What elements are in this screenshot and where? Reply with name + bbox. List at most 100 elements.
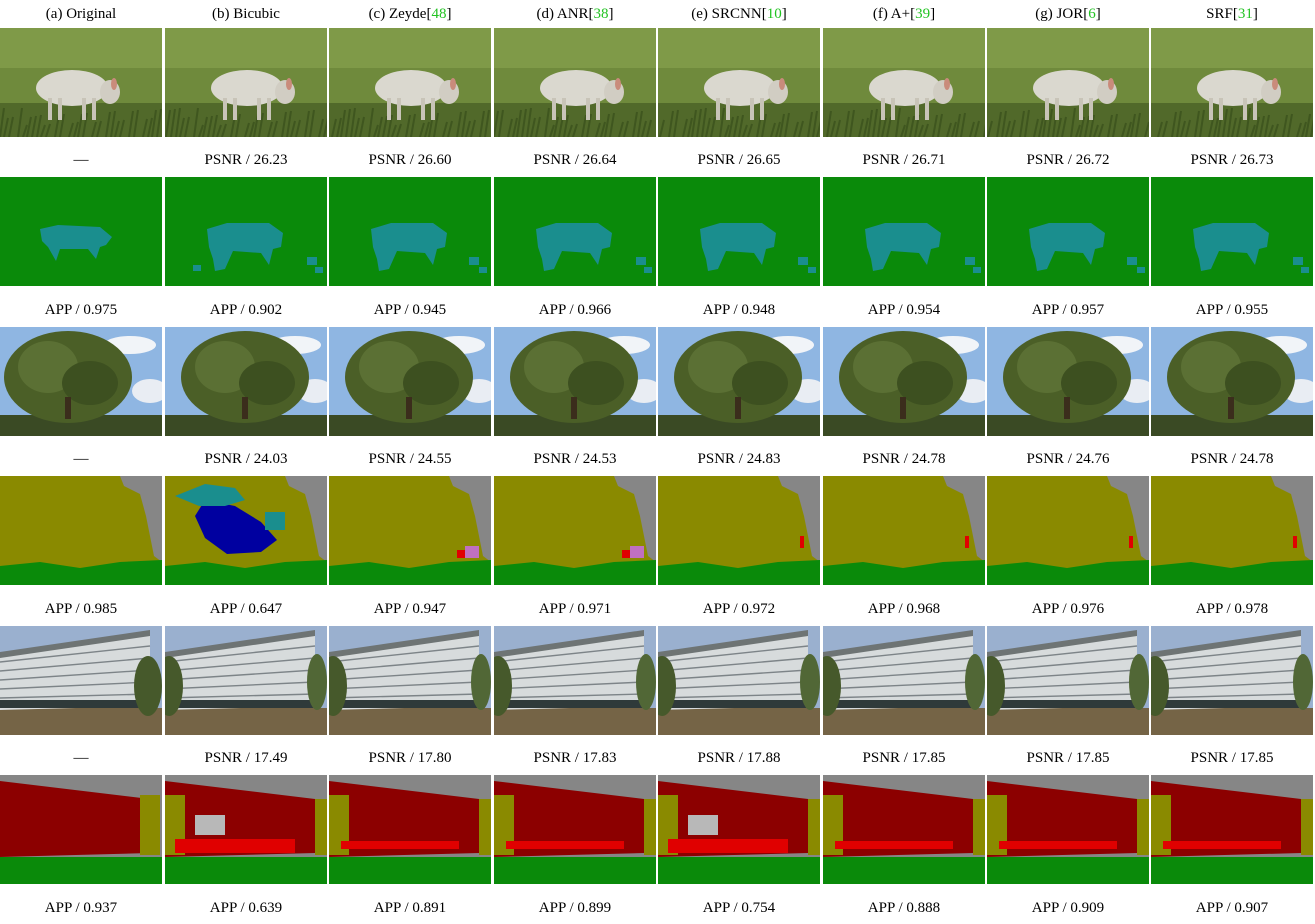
app-caption: APP / 0.975 (44, 302, 118, 318)
photo-tile (987, 327, 1149, 436)
segmentation-tile (0, 476, 162, 585)
segmentation-tile (329, 177, 491, 286)
app-caption: APP / 0.957 (1031, 302, 1105, 318)
photo-image (823, 28, 985, 137)
psnr-caption: PSNR / 24.03 (204, 451, 288, 467)
app-caption: APP / 0.639 (209, 900, 283, 916)
segmentation-tile (658, 177, 820, 286)
photo-image (329, 327, 491, 436)
segmentation-map (329, 177, 491, 286)
segmentation-tile (987, 775, 1149, 884)
photo-tile (1151, 626, 1313, 735)
segmentation-map (658, 775, 820, 884)
segmentation-map (165, 177, 327, 286)
psnr-caption: PSNR / 26.72 (1026, 152, 1110, 168)
segmentation-tile (165, 177, 327, 286)
segmentation-map (0, 775, 162, 884)
column-header: (d) ANR[38] (494, 5, 656, 23)
segmentation-tile (1151, 177, 1313, 286)
column-label-suffix: ] (781, 6, 787, 22)
column-header: (f) A+[39] (823, 5, 985, 23)
photo-image (165, 327, 327, 436)
psnr-caption: PSNR / 24.76 (1026, 451, 1110, 467)
segmentation-tile (494, 476, 656, 585)
psnr-caption: PSNR / 17.88 (697, 750, 781, 766)
psnr-caption: PSNR / 17.49 (204, 750, 288, 766)
app-caption: APP / 0.985 (44, 601, 118, 617)
photo-tile (1151, 28, 1313, 137)
psnr-caption: — (73, 152, 89, 168)
photo-image (987, 28, 1149, 137)
app-caption: APP / 0.971 (538, 601, 612, 617)
psnr-caption: PSNR / 26.65 (697, 152, 781, 168)
column-label: (d) ANR[ (536, 6, 594, 22)
psnr-caption: PSNR / 17.85 (1190, 750, 1274, 766)
segmentation-map (165, 775, 327, 884)
citation-ref: 39 (915, 6, 931, 22)
segmentation-map (165, 476, 327, 585)
psnr-caption: PSNR / 26.64 (533, 152, 617, 168)
photo-image (0, 28, 162, 137)
column-label-suffix: ] (608, 6, 614, 22)
column-header: (e) SRCNN[10] (658, 5, 820, 23)
photo-image (494, 626, 656, 735)
app-caption: APP / 0.754 (702, 900, 776, 916)
psnr-caption: PSNR / 24.83 (697, 451, 781, 467)
segmentation-map (658, 476, 820, 585)
segmentation-tile (1151, 476, 1313, 585)
segmentation-tile (987, 476, 1149, 585)
photo-image (823, 327, 985, 436)
segmentation-tile (165, 476, 327, 585)
photo-image (494, 28, 656, 137)
app-caption: APP / 0.945 (373, 302, 447, 318)
photo-image (658, 327, 820, 436)
column-label-suffix: ] (1095, 6, 1101, 22)
photo-image (658, 626, 820, 735)
psnr-caption: PSNR / 24.53 (533, 451, 617, 467)
segmentation-map (494, 476, 656, 585)
segmentation-map (329, 775, 491, 884)
app-caption: APP / 0.955 (1195, 302, 1269, 318)
column-header: (c) Zeyde[48] (329, 5, 491, 23)
app-caption: APP / 0.647 (209, 601, 283, 617)
segmentation-map (658, 177, 820, 286)
photo-tile (823, 327, 985, 436)
photo-image (165, 626, 327, 735)
photo-image (823, 626, 985, 735)
app-caption: APP / 0.954 (867, 302, 941, 318)
app-caption: APP / 0.899 (538, 900, 612, 916)
photo-tile (165, 28, 327, 137)
segmentation-map (1151, 476, 1313, 585)
psnr-caption: PSNR / 26.60 (368, 152, 452, 168)
segmentation-map (329, 476, 491, 585)
app-caption: APP / 0.978 (1195, 601, 1269, 617)
app-caption: APP / 0.907 (1195, 900, 1269, 916)
column-header: (a) Original (0, 5, 162, 23)
column-header: SRF[31] (1151, 5, 1313, 23)
column-label-suffix: ] (446, 6, 452, 22)
photo-image (329, 626, 491, 735)
segmentation-tile (329, 775, 491, 884)
photo-tile (658, 626, 820, 735)
photo-image (0, 626, 162, 735)
photo-image (987, 626, 1149, 735)
column-label-suffix: ] (1252, 6, 1258, 22)
app-caption: APP / 0.947 (373, 601, 447, 617)
column-label: (g) JOR[ (1035, 6, 1089, 22)
segmentation-tile (1151, 775, 1313, 884)
photo-tile (987, 28, 1149, 137)
segmentation-tile (165, 775, 327, 884)
photo-tile (329, 626, 491, 735)
citation-ref: 48 (431, 6, 447, 22)
segmentation-map (494, 775, 656, 884)
app-caption: APP / 0.937 (44, 900, 118, 916)
psnr-caption: PSNR / 26.23 (204, 152, 288, 168)
segmentation-map (1151, 775, 1313, 884)
photo-tile (494, 28, 656, 137)
segmentation-map (987, 177, 1149, 286)
segmentation-map (0, 476, 162, 585)
segmentation-map (494, 177, 656, 286)
psnr-caption: PSNR / 17.85 (862, 750, 946, 766)
photo-tile (329, 327, 491, 436)
